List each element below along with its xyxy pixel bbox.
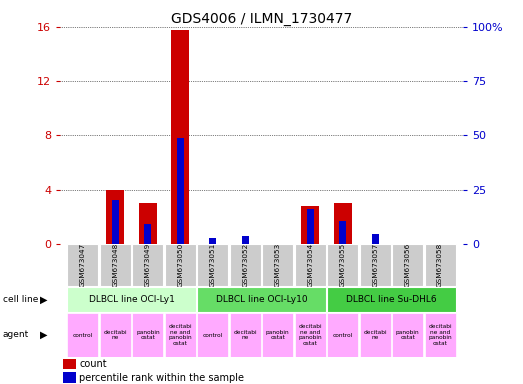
Bar bbox=[306, 209, 314, 244]
Text: DLBCL line OCI-Ly1: DLBCL line OCI-Ly1 bbox=[89, 295, 175, 305]
Text: GSM673050: GSM673050 bbox=[177, 243, 183, 287]
Text: GSM673047: GSM673047 bbox=[80, 243, 86, 287]
Text: GSM673056: GSM673056 bbox=[405, 243, 411, 287]
Text: decitabi
ne: decitabi ne bbox=[233, 330, 257, 340]
Text: GSM673055: GSM673055 bbox=[340, 243, 346, 287]
Bar bbox=[165, 313, 196, 357]
Bar bbox=[132, 313, 163, 357]
Bar bbox=[392, 313, 423, 357]
Text: control: control bbox=[73, 333, 93, 338]
Bar bbox=[242, 236, 249, 244]
Text: GSM673054: GSM673054 bbox=[307, 243, 313, 287]
Text: GSM673052: GSM673052 bbox=[242, 243, 248, 287]
Bar bbox=[112, 200, 119, 244]
Title: GDS4006 / ILMN_1730477: GDS4006 / ILMN_1730477 bbox=[171, 12, 352, 26]
Bar bbox=[144, 224, 151, 244]
Text: GSM673058: GSM673058 bbox=[437, 243, 443, 287]
Text: GSM673051: GSM673051 bbox=[210, 243, 216, 287]
Text: GSM673048: GSM673048 bbox=[112, 243, 118, 287]
Bar bbox=[334, 203, 351, 244]
Text: decitabi
ne: decitabi ne bbox=[363, 330, 387, 340]
Bar bbox=[139, 203, 157, 244]
Bar bbox=[425, 313, 456, 357]
Bar bbox=[63, 372, 76, 382]
Bar bbox=[294, 313, 326, 357]
Text: panobin
ostat: panobin ostat bbox=[136, 330, 160, 340]
Text: ▶: ▶ bbox=[40, 330, 47, 340]
Bar bbox=[177, 137, 184, 244]
Bar bbox=[100, 244, 131, 286]
Text: decitabi
ne and
panobin
ostat: decitabi ne and panobin ostat bbox=[299, 324, 322, 346]
Bar bbox=[294, 244, 326, 286]
Bar bbox=[209, 238, 217, 244]
Text: DLBCL line OCI-Ly10: DLBCL line OCI-Ly10 bbox=[215, 295, 308, 305]
Bar bbox=[262, 313, 293, 357]
Bar bbox=[230, 313, 261, 357]
Text: DLBCL line Su-DHL6: DLBCL line Su-DHL6 bbox=[346, 295, 437, 305]
Bar bbox=[100, 313, 131, 357]
Text: decitabi
ne and
panobin
ostat: decitabi ne and panobin ostat bbox=[428, 324, 452, 346]
Text: GSM673057: GSM673057 bbox=[372, 243, 378, 287]
Bar bbox=[230, 244, 261, 286]
Bar bbox=[360, 244, 391, 286]
Bar bbox=[67, 313, 98, 357]
Text: decitabi
ne and
panobin
ostat: decitabi ne and panobin ostat bbox=[168, 324, 192, 346]
Bar bbox=[106, 190, 124, 244]
Bar bbox=[372, 234, 379, 244]
Bar bbox=[425, 244, 456, 286]
Bar bbox=[339, 221, 346, 244]
Text: GSM673049: GSM673049 bbox=[145, 243, 151, 287]
Text: decitabi
ne: decitabi ne bbox=[104, 330, 127, 340]
Text: panobin
ostat: panobin ostat bbox=[266, 330, 290, 340]
Text: panobin
ostat: panobin ostat bbox=[396, 330, 419, 340]
Bar bbox=[165, 244, 196, 286]
Bar bbox=[132, 244, 163, 286]
Bar bbox=[67, 244, 98, 286]
Text: agent: agent bbox=[3, 330, 29, 339]
Bar bbox=[392, 244, 423, 286]
Bar bbox=[197, 244, 229, 286]
Bar bbox=[327, 287, 456, 313]
Bar bbox=[262, 244, 293, 286]
Text: percentile rank within the sample: percentile rank within the sample bbox=[79, 372, 244, 382]
Bar bbox=[360, 313, 391, 357]
Text: GSM673053: GSM673053 bbox=[275, 243, 281, 287]
Text: control: control bbox=[333, 333, 353, 338]
Bar bbox=[197, 313, 229, 357]
Bar bbox=[63, 359, 76, 369]
Bar bbox=[197, 287, 326, 313]
Bar bbox=[327, 244, 358, 286]
Text: control: control bbox=[202, 333, 223, 338]
Bar bbox=[67, 287, 196, 313]
Bar bbox=[301, 206, 319, 244]
Bar bbox=[327, 313, 358, 357]
Text: count: count bbox=[79, 359, 107, 369]
Text: cell line: cell line bbox=[3, 295, 38, 305]
Bar bbox=[172, 30, 189, 244]
Text: ▶: ▶ bbox=[40, 295, 47, 305]
